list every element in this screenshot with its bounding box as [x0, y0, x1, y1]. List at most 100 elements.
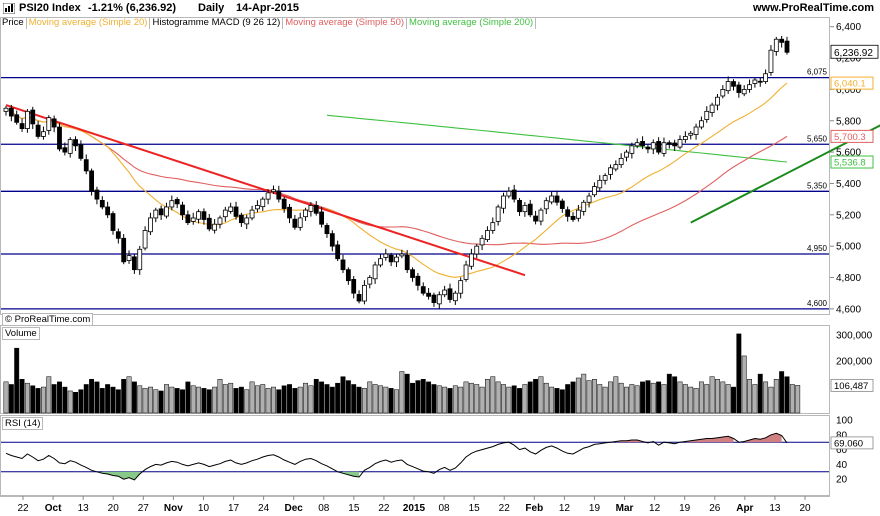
- candle-body: [436, 294, 442, 305]
- candle-body: [490, 222, 496, 231]
- volume-last-label: 106,487: [834, 381, 868, 392]
- candle-body: [46, 117, 52, 131]
- candle-body: [62, 147, 68, 153]
- candle-body: [404, 254, 410, 271]
- candle-body: [281, 198, 287, 209]
- legend-ma20[interactable]: Moving average (Simple 20): [27, 17, 151, 29]
- volume-bar: [656, 381, 662, 414]
- volume-bar: [394, 389, 399, 414]
- volume-bar: [677, 381, 683, 414]
- candle-body: [271, 189, 276, 193]
- candle-body: [768, 49, 774, 73]
- volume-bar: [19, 379, 25, 414]
- volume-bar: [83, 384, 89, 414]
- candle-body: [206, 217, 212, 230]
- volume-bar: [624, 386, 629, 414]
- volume-bar: [137, 385, 143, 414]
- candle-body: [372, 264, 378, 280]
- candle-body: [356, 294, 362, 302]
- candle-body: [308, 205, 314, 212]
- candle-body: [164, 206, 169, 217]
- candle-body: [672, 142, 678, 147]
- ma-value-tag: [830, 76, 874, 90]
- volume-bar: [378, 385, 383, 414]
- candle-body: [201, 211, 207, 220]
- candle-body: [640, 141, 645, 147]
- candle-body: [511, 189, 517, 200]
- volume-bar: [602, 386, 608, 414]
- rsi-tick-label: 60: [836, 445, 848, 456]
- volume-bar: [212, 386, 218, 414]
- candle-body: [362, 284, 367, 302]
- volume-bar: [645, 380, 651, 414]
- site-url[interactable]: www.ProRealTime.com: [752, 2, 874, 14]
- x-tick-label: Apr: [736, 503, 753, 514]
- candle-body: [276, 190, 282, 200]
- volume-bar: [46, 376, 52, 414]
- x-tick-label: 22: [499, 503, 511, 514]
- x-tick-label: 24: [258, 503, 270, 514]
- volume-bar: [613, 376, 619, 414]
- candle-body: [693, 126, 699, 135]
- volume-bar: [404, 373, 410, 414]
- volume-bar: [784, 376, 790, 414]
- volume-bar: [436, 385, 442, 414]
- candle-body: [351, 278, 357, 294]
- level-label: 4,600: [807, 299, 828, 308]
- legend-price[interactable]: Price: [0, 17, 27, 29]
- volume-bar: [720, 381, 726, 414]
- candle-body: [543, 200, 549, 210]
- candle-body: [388, 254, 394, 263]
- volume-bar: [190, 385, 196, 414]
- level-label: 4,950: [807, 244, 828, 253]
- candle-body: [24, 110, 30, 129]
- candle-body: [89, 170, 94, 192]
- candle-body: [292, 218, 298, 228]
- volume-bar: [324, 384, 330, 414]
- level-label: 5,350: [807, 181, 828, 190]
- candle-body: [709, 104, 715, 114]
- legend-ma50[interactable]: Moving average (Simple 50): [283, 17, 408, 29]
- volume-bar: [228, 382, 234, 414]
- volume-bar: [452, 385, 458, 414]
- volume-bar: [479, 386, 485, 414]
- volume-bar: [51, 384, 57, 414]
- ma-value-label: 6,040.1: [834, 79, 866, 90]
- volume-bar: [522, 384, 528, 414]
- ma-value-label: 5,700.3: [834, 132, 866, 143]
- candle-body: [378, 258, 383, 266]
- candle-body: [581, 201, 587, 212]
- legend-ma200[interactable]: Moving average (Simple 200): [407, 17, 537, 29]
- volume-bar: [217, 379, 223, 414]
- candle-body: [222, 209, 228, 218]
- x-tick-label: 13: [78, 503, 90, 514]
- level-label: 6,075: [807, 68, 828, 77]
- candle-body: [228, 206, 234, 212]
- candle-body: [506, 190, 512, 197]
- candle-body: [554, 195, 560, 203]
- volume-bar: [768, 386, 774, 414]
- volume-bar: [351, 384, 357, 414]
- volume-bar: [281, 385, 287, 414]
- volume-bar: [158, 390, 164, 414]
- legend-macd[interactable]: Histogramme MACD (9 26 12): [150, 17, 284, 29]
- volume-bar: [105, 384, 111, 414]
- volume-bar: [110, 386, 116, 414]
- candle-body: [715, 96, 720, 106]
- price-tick-label: 6,000: [836, 85, 861, 96]
- candle-body: [570, 215, 576, 220]
- last-price-tag: [830, 44, 879, 59]
- rsi-oversold-fill: [343, 471, 360, 477]
- volume-panel-label: Volume: [2, 327, 40, 340]
- volume-last-tag: [830, 378, 874, 392]
- volume-bar: [533, 379, 539, 414]
- volume-bar: [431, 384, 437, 414]
- volume-bar: [265, 388, 271, 414]
- candle-body: [319, 211, 325, 225]
- volume-bar: [292, 388, 298, 414]
- volume-bar: [249, 381, 255, 414]
- candle-body: [666, 142, 672, 145]
- volume-bar: [24, 382, 30, 414]
- candle-body: [249, 209, 255, 219]
- volume-bar: [340, 376, 346, 414]
